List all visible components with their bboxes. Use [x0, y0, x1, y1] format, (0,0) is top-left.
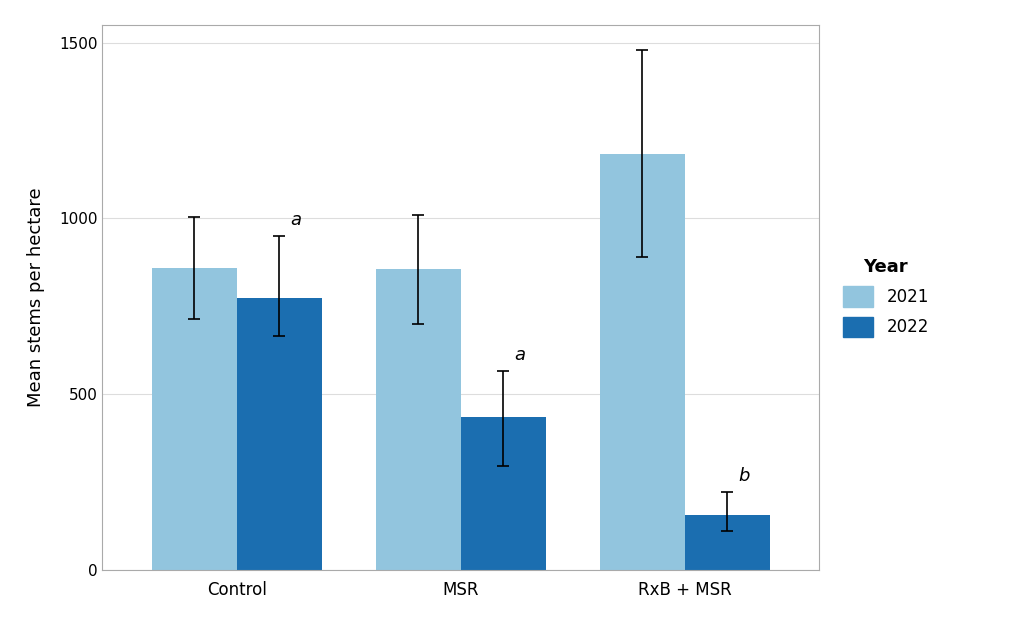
Text: a: a — [291, 211, 301, 229]
Legend: 2021, 2022: 2021, 2022 — [835, 250, 937, 345]
Bar — [152, 268, 237, 570]
Bar — [600, 154, 685, 570]
Y-axis label: Mean stems per hectare: Mean stems per hectare — [28, 188, 45, 407]
Bar — [685, 515, 770, 570]
Text: a: a — [515, 346, 525, 364]
Bar — [461, 417, 546, 570]
Text: b: b — [738, 467, 750, 486]
Bar — [237, 298, 322, 570]
Bar — [376, 270, 461, 570]
